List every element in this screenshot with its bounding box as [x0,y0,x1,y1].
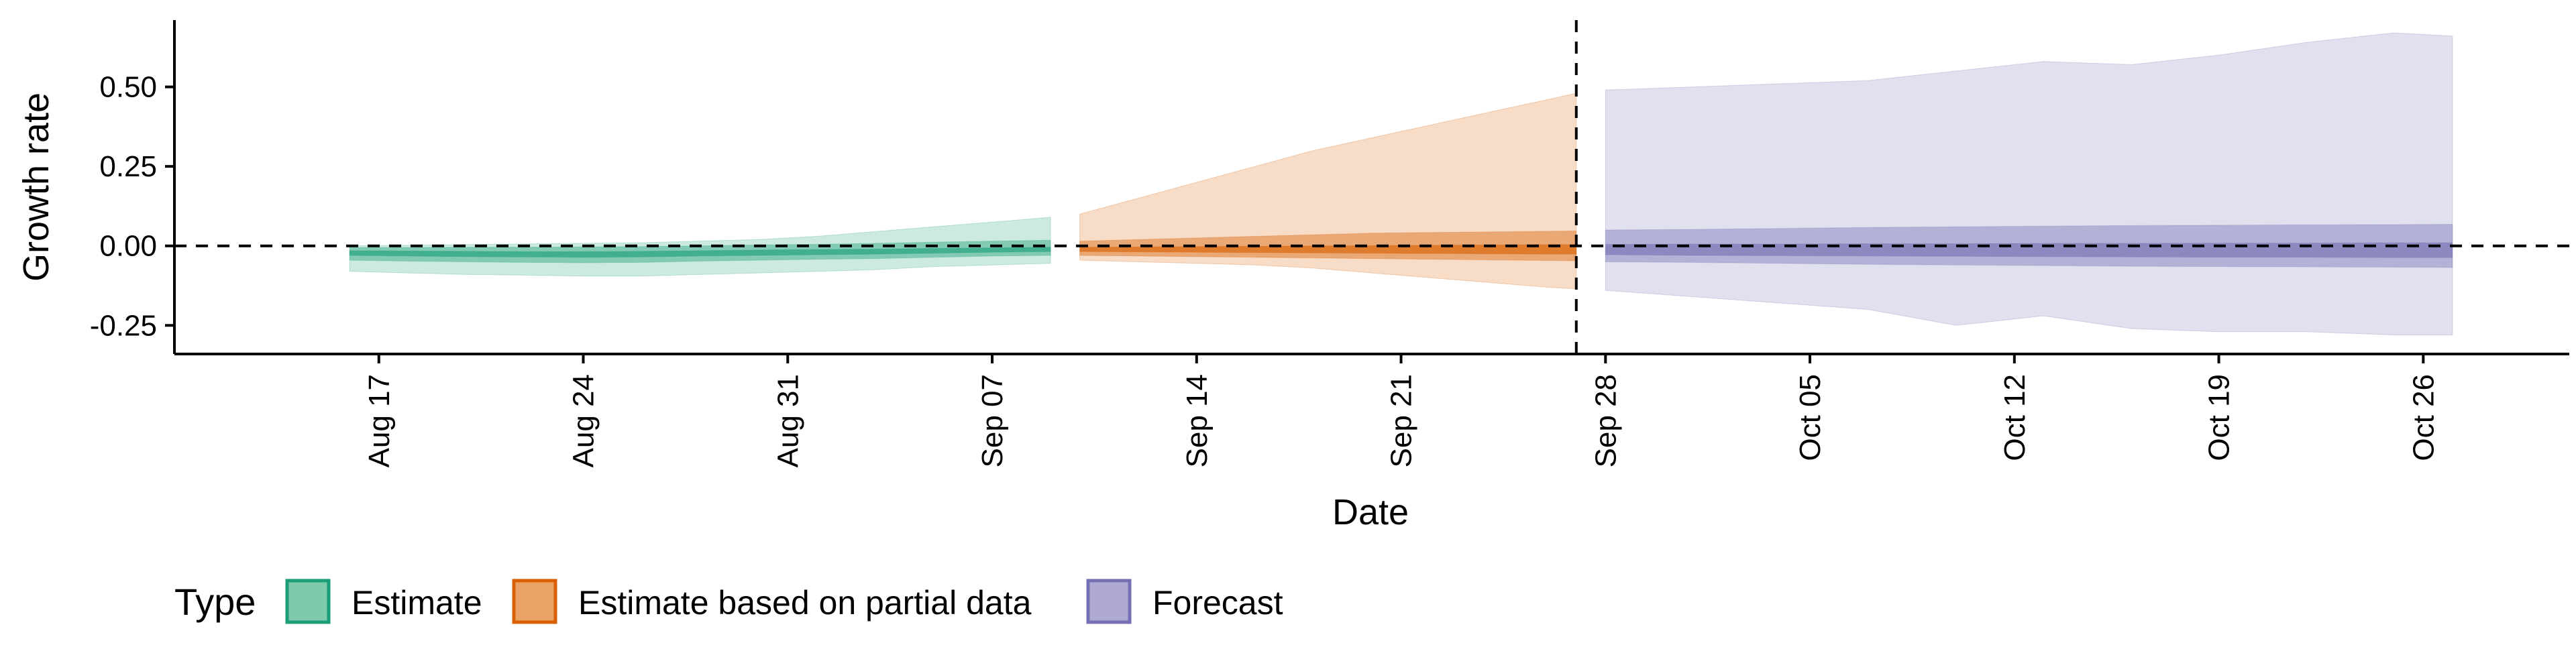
y-tick-label: 0.00 [99,230,157,263]
x-tick-label: Aug 24 [568,374,600,467]
bands-layer [349,32,2453,335]
x-tick-label: Oct 19 [2203,374,2236,461]
legend-label-2: Estimate based on partial data [578,584,1032,622]
x-tick-label: Aug 31 [771,374,804,467]
legend-label-3: Forecast [1152,584,1283,622]
legend-swatch-2 [512,579,557,624]
legend-title: Type [174,581,256,623]
ribbon-3-ci90 [1605,32,2453,335]
legend-label-1: Estimate [352,584,482,622]
x-tick-label: Sep 28 [1589,374,1622,467]
y-tick-label: -0.25 [90,309,157,342]
y-axis-title: Growth rate [16,93,56,282]
labels-layer: Date Growth rate [16,93,1409,532]
x-tick-label: Sep 14 [1181,374,1214,467]
legend-swatch-1 [285,579,331,624]
x-axis-title: Date [1332,492,1409,532]
ribbon-1-ci20 [349,247,1051,258]
x-tick-label: Oct 26 [2407,374,2440,461]
y-tick-label: 0.50 [99,71,157,104]
x-tick-label: Sep 21 [1385,374,1418,467]
x-tick-label: Oct 05 [1794,374,1827,461]
x-tick-label: Oct 12 [1998,374,2031,461]
legend: Type Estimate Estimate based on partial da… [174,579,1283,624]
legend-swatch-3 [1086,579,1132,624]
y-tick-label: 0.25 [99,150,157,183]
x-tick-label: Aug 17 [363,374,396,467]
axes-layer: -0.25 0.00 0.25 0.50 Aug 17 Aug 24 Aug 31 Sep 0… [90,20,2569,467]
x-tick-label: Sep 07 [976,374,1009,467]
